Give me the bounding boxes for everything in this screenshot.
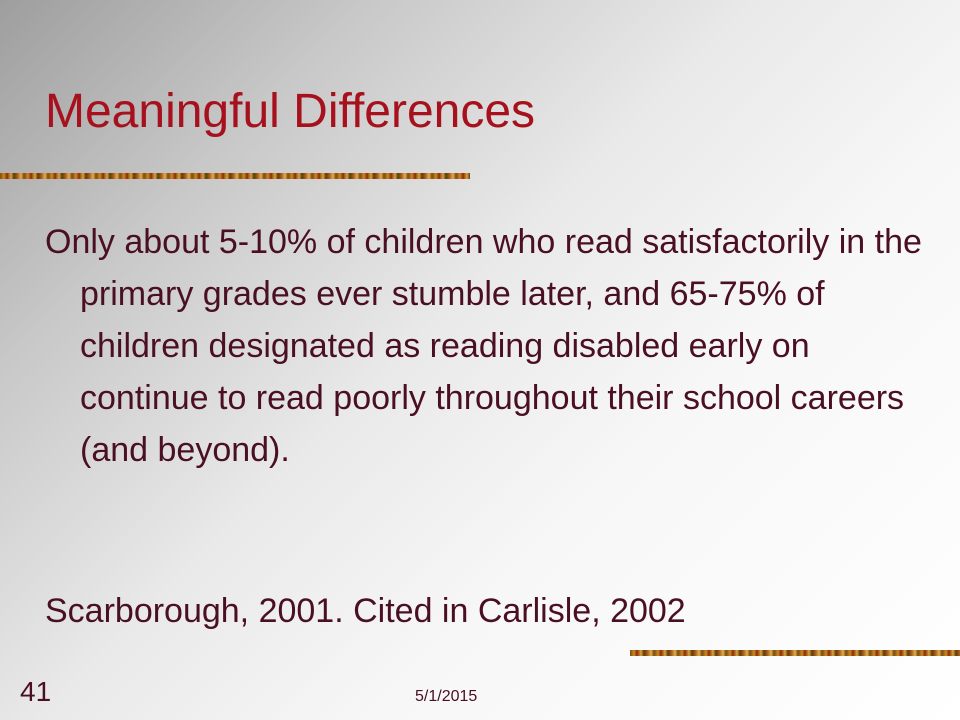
slide-number: 41 <box>20 676 52 707</box>
slide-date: 5/1/2015 <box>415 688 478 705</box>
title-divider <box>0 173 470 179</box>
slide-title: Meaningful Differences <box>45 85 536 138</box>
body-paragraph: Only about 5-10% of children who read sa… <box>45 223 922 469</box>
citation-text: Scarborough, 2001. Cited in Carlisle, 20… <box>45 592 686 630</box>
footer-divider <box>630 650 960 656</box>
